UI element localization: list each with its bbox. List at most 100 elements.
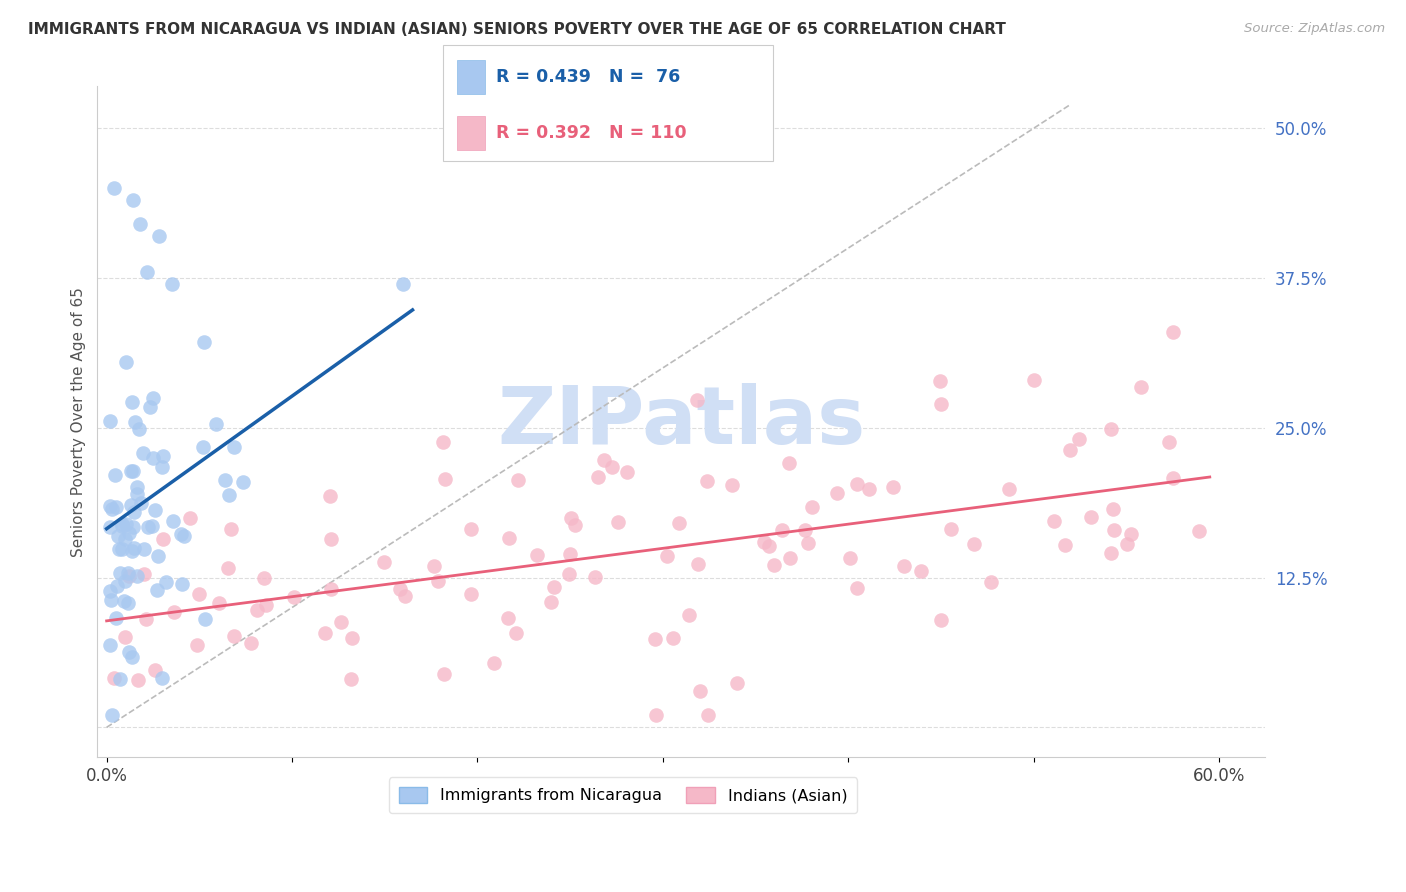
Point	[254, 598, 277, 612]
Text: Source: ZipAtlas.com: Source: ZipAtlas.com	[1244, 22, 1385, 36]
Point	[105, 500, 128, 514]
Point	[484, 657, 506, 671]
Point	[122, 464, 145, 478]
Point	[1129, 379, 1152, 393]
Point	[825, 486, 848, 500]
Text: ZIPatlas: ZIPatlas	[498, 383, 866, 461]
Text: R = 0.439   N =  76: R = 0.439 N = 76	[496, 68, 681, 86]
Point	[162, 514, 184, 528]
Point	[121, 650, 143, 665]
Point	[111, 517, 134, 532]
Point	[1188, 524, 1211, 539]
Point	[222, 440, 245, 454]
Point	[117, 568, 139, 582]
Point	[432, 666, 454, 681]
Point	[432, 435, 454, 450]
Point	[800, 500, 823, 515]
Point	[330, 615, 353, 629]
Point	[644, 708, 666, 723]
Point	[110, 566, 132, 581]
Point	[240, 636, 263, 650]
Point	[125, 569, 148, 583]
Point	[506, 473, 529, 487]
Point	[498, 531, 520, 545]
Point	[105, 579, 128, 593]
Point	[98, 520, 121, 534]
Point	[1054, 538, 1077, 552]
Point	[222, 629, 245, 643]
Point	[720, 477, 742, 491]
Point	[217, 561, 239, 575]
Point	[100, 593, 122, 607]
Point	[107, 529, 129, 543]
Point	[112, 594, 135, 608]
Point	[125, 480, 148, 494]
Point	[108, 542, 131, 557]
Point	[139, 400, 162, 414]
Point	[114, 355, 136, 369]
Point	[179, 510, 201, 524]
Point	[1080, 510, 1102, 524]
Point	[644, 632, 666, 646]
Point	[120, 464, 142, 478]
Point	[143, 663, 166, 677]
Point	[583, 570, 606, 584]
Point	[186, 638, 208, 652]
Point	[839, 551, 862, 566]
Point	[1102, 502, 1125, 516]
Point	[607, 515, 630, 529]
Point	[882, 480, 904, 494]
Point	[373, 555, 395, 569]
Point	[114, 574, 136, 588]
Point	[1043, 515, 1066, 529]
Point	[1115, 536, 1137, 550]
Point	[941, 522, 963, 536]
Point	[1161, 325, 1184, 339]
Point	[245, 603, 267, 617]
Point	[232, 475, 254, 489]
Point	[121, 544, 143, 558]
Point	[794, 523, 817, 537]
Point	[122, 541, 145, 555]
Point	[929, 613, 952, 627]
Point	[392, 277, 415, 291]
Point	[118, 645, 141, 659]
Point	[586, 470, 609, 484]
Point	[394, 589, 416, 603]
Point	[678, 607, 700, 622]
Point	[132, 567, 155, 582]
Point	[779, 551, 801, 566]
Point	[122, 505, 145, 519]
Point	[194, 612, 217, 626]
Point	[170, 527, 193, 541]
Point	[689, 684, 711, 698]
Point	[121, 193, 143, 207]
Point	[655, 549, 678, 563]
Point	[725, 676, 748, 690]
Point	[118, 525, 141, 540]
Point	[319, 489, 342, 503]
Point	[600, 459, 623, 474]
Point	[121, 520, 143, 534]
Point	[758, 539, 780, 553]
Point	[114, 532, 136, 546]
Point	[496, 611, 519, 625]
Point	[204, 417, 226, 431]
Point	[101, 502, 124, 516]
Point	[910, 564, 932, 578]
Point	[1099, 546, 1122, 560]
Point	[593, 453, 616, 467]
Point	[155, 575, 177, 590]
Point	[129, 217, 152, 231]
Point	[540, 595, 562, 609]
Point	[142, 391, 165, 405]
Point	[558, 547, 581, 561]
Point	[104, 467, 127, 482]
Point	[142, 450, 165, 465]
Legend: Immigrants from Nicaragua, Indians (Asian): Immigrants from Nicaragua, Indians (Asia…	[389, 777, 856, 813]
Point	[1157, 435, 1180, 450]
Point	[117, 596, 139, 610]
Point	[340, 672, 363, 686]
Point	[173, 529, 195, 543]
Point	[141, 519, 163, 533]
